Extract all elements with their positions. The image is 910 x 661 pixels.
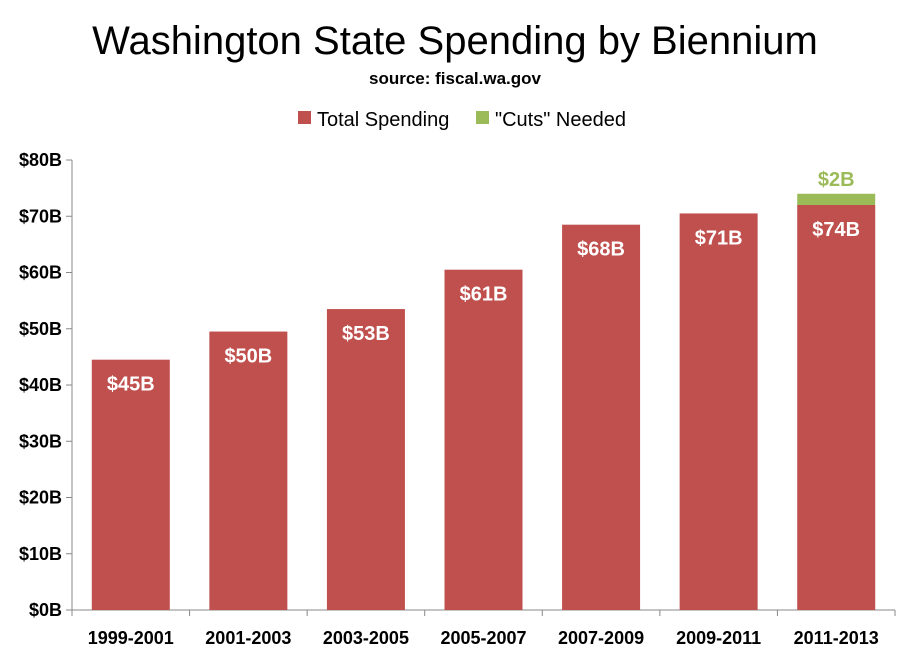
y-tick-label: $60B [19, 263, 62, 283]
bar-total-spending [326, 309, 405, 610]
y-tick-label: $0B [29, 600, 62, 620]
data-label-total-spending: $45B [107, 374, 155, 396]
plot-area: $0B $10B $20B $30B $40B $50B $60B $70B $80B $45B 1… [19, 150, 896, 648]
bar-total-spending [562, 224, 641, 610]
x-tick-label: 2001-2003 [205, 628, 291, 648]
y-tick-label: $20B [19, 488, 62, 508]
x-tick-label: 2009-2011 [676, 628, 761, 648]
bar-total-spending [444, 269, 523, 610]
chart-subtitle: source: fiscal.wa.gov [369, 69, 541, 88]
x-tick-label: 2005-2007 [440, 628, 526, 648]
data-label-total-spending: $71B [695, 227, 743, 249]
x-tick-label: 1999-2001 [88, 628, 174, 648]
y-tick-label: $10B [19, 544, 62, 564]
y-tick-label: $30B [19, 431, 62, 451]
y-tick-label: $70B [19, 206, 62, 226]
data-label-total-spending: $61B [460, 284, 508, 306]
data-label-total-spending: $53B [342, 323, 390, 345]
bar-cuts-needed [797, 193, 876, 205]
bar-total-spending [91, 359, 170, 610]
data-label-total-spending: $74B [812, 219, 860, 241]
y-tick-label: $80B [19, 150, 62, 170]
bar-total-spending [797, 205, 876, 610]
legend-label-total-spending: Total Spending [317, 109, 449, 131]
legend-swatch-cuts-needed [476, 111, 489, 124]
legend: Total Spending "Cuts" Needed [298, 109, 626, 131]
data-label-total-spending: $68B [577, 239, 625, 261]
chart-title: Washington State Spending by Biennium [92, 19, 818, 63]
bar-total-spending [209, 331, 288, 610]
bar-total-spending [679, 213, 758, 610]
x-tick-label: 2003-2005 [323, 628, 409, 648]
y-tick-label: $40B [19, 375, 62, 395]
legend-label-cuts-needed: "Cuts" Needed [495, 109, 626, 131]
x-tick-label: 2011-2013 [794, 628, 879, 648]
x-tick-label: 2007-2009 [558, 628, 644, 648]
data-label-total-spending: $50B [224, 346, 272, 368]
legend-swatch-total-spending [298, 111, 311, 124]
y-tick-label: $50B [19, 319, 62, 339]
data-label-cuts-needed: $2B [818, 169, 855, 191]
